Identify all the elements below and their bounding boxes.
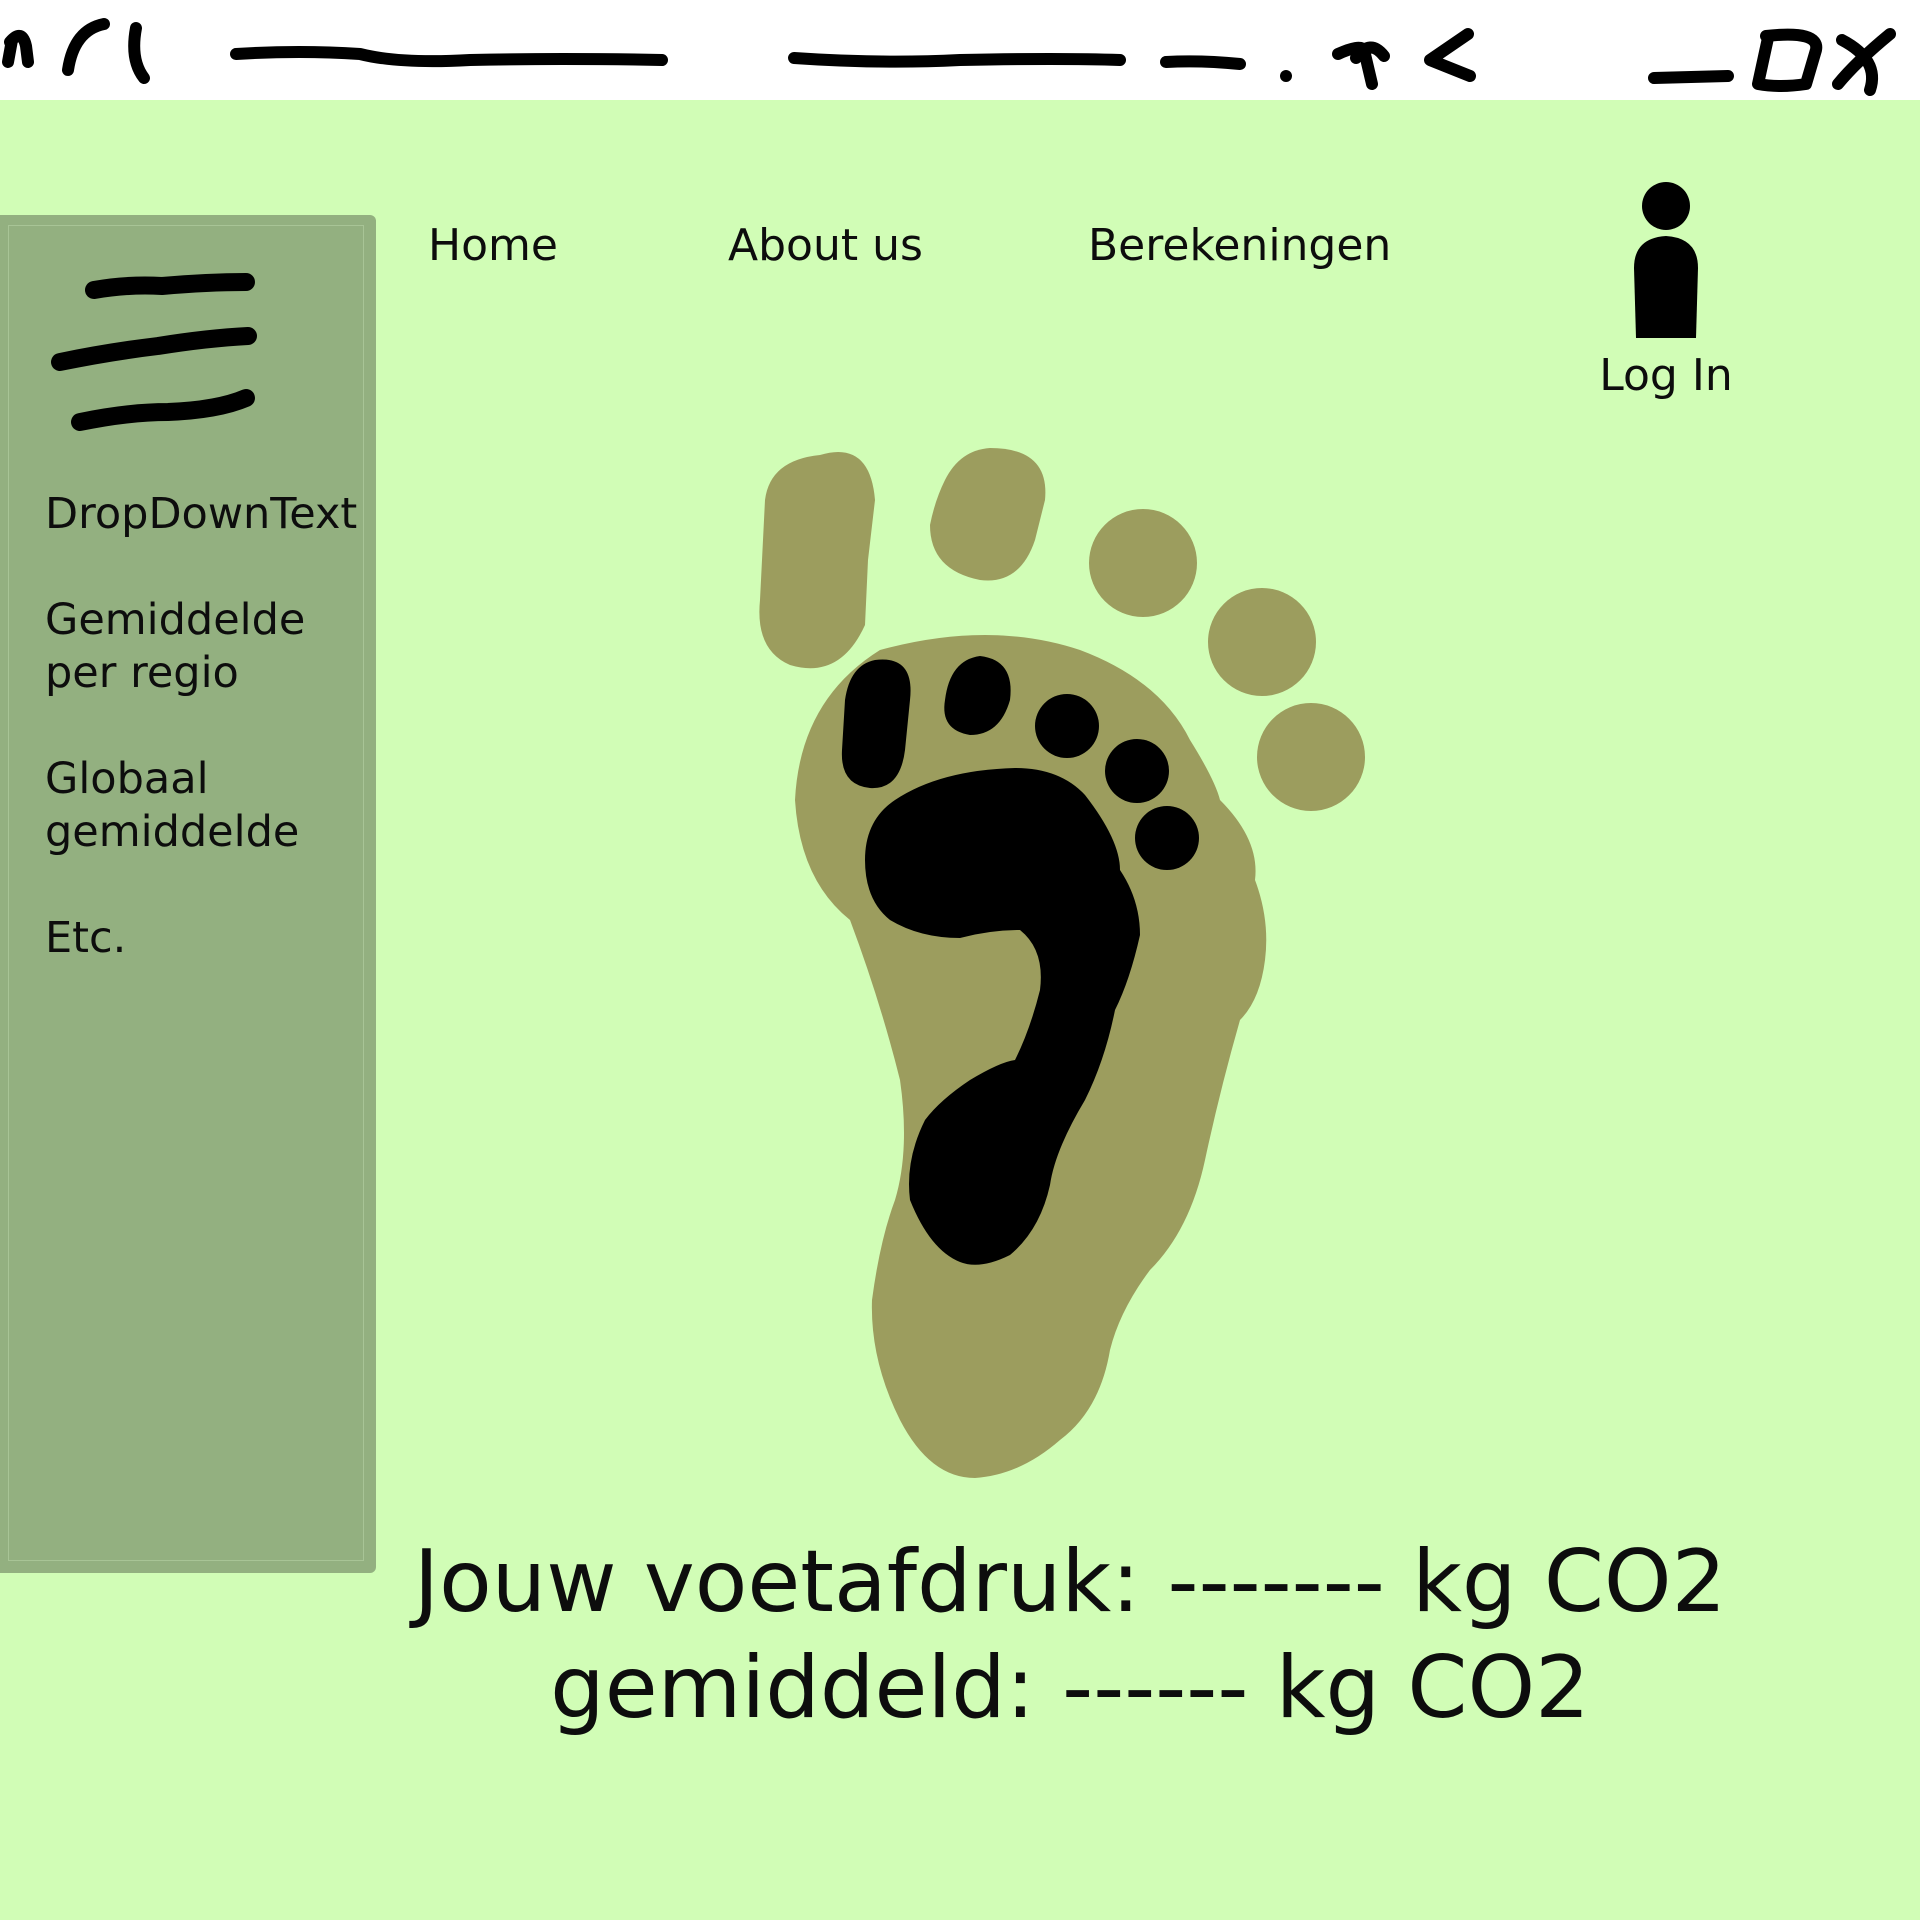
user-icon <box>1634 182 1698 341</box>
maximize-icon[interactable] <box>1752 28 1823 92</box>
footprint-icon <box>759 448 1365 1478</box>
sidebar-item-label: DropDownText <box>45 489 358 539</box>
sidebar-item-dropdown[interactable]: DropDownText <box>45 488 357 541</box>
titlebar-scribble <box>2 18 1896 96</box>
sidebar-item-label: Etc. <box>45 913 127 963</box>
address-scribble-1 <box>230 46 668 68</box>
sidebar-item-label-line1: Globaal <box>45 754 209 804</box>
login-button[interactable]: Log In <box>1590 178 1742 401</box>
nav-calculations[interactable]: Berekeningen <box>1088 220 1392 271</box>
address-scribble-3 <box>1160 55 1246 70</box>
sidebar-item-label-line2: gemiddelde <box>45 807 300 857</box>
url-scribble-r <box>62 18 110 76</box>
nav-about-us[interactable]: About us <box>728 220 923 271</box>
footprint-inner <box>841 656 1199 1265</box>
hamburger-menu-icon[interactable] <box>48 262 268 442</box>
sidebar <box>0 215 376 1573</box>
minimize-icon[interactable] <box>1648 70 1734 84</box>
login-label: Log In <box>1599 350 1733 401</box>
sidebar-item-regional-average[interactable]: Gemiddelde per regio <box>45 594 305 700</box>
footprint-result: Jouw voetafdruk: ------- kg CO2 <box>413 1532 1727 1632</box>
sidebar-item-etc[interactable]: Etc. <box>45 912 126 965</box>
nav-home[interactable]: Home <box>428 220 558 271</box>
address-scribble-2 <box>788 52 1126 68</box>
sidebar-item-label-line1: Gemiddelde <box>45 595 306 645</box>
address-scribble-l <box>1424 28 1476 82</box>
url-scribble-l <box>128 22 150 84</box>
close-icon[interactable] <box>1832 28 1896 96</box>
sidebar-item-label-line2: per regio <box>45 648 239 698</box>
url-scribble-a <box>2 30 34 68</box>
average-result: gemiddeld: ------ kg CO2 <box>550 1638 1590 1738</box>
sidebar-border <box>8 225 364 1561</box>
window-titlebar <box>0 0 1920 100</box>
address-scribble-n <box>1332 41 1390 90</box>
address-dot <box>1280 70 1292 82</box>
sidebar-item-global-average[interactable]: Globaal gemiddelde <box>45 753 299 859</box>
